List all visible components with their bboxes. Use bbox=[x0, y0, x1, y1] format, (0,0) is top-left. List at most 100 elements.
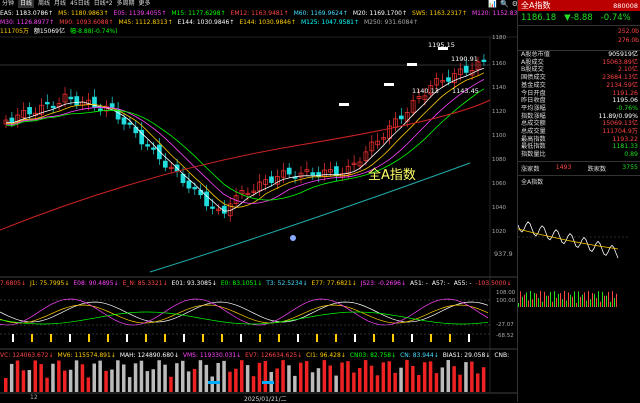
stat-row: 总成交额 15069.13亿 bbox=[518, 120, 640, 128]
intraday-volume-bar bbox=[586, 300, 587, 307]
volume-bar bbox=[110, 369, 114, 392]
vol-value-3: VMS: 119330.031↓ bbox=[182, 352, 242, 359]
volume-bar bbox=[458, 374, 462, 392]
mini-axis-top: 252.0b bbox=[618, 28, 639, 35]
kdj-value-4: E01: 93.3085↓ bbox=[171, 280, 217, 287]
volume-bar bbox=[334, 375, 338, 392]
ma30-line bbox=[5, 88, 485, 201]
chart-icon[interactable]: 📊 bbox=[488, 0, 497, 8]
axis-1080: 1080 bbox=[492, 157, 506, 163]
volume-bar bbox=[304, 361, 309, 392]
intraday-volume-bar bbox=[548, 295, 549, 307]
intraday-volume-bar bbox=[616, 293, 617, 307]
stat-value: 15069.13亿 bbox=[602, 120, 638, 128]
kline-chart[interactable] bbox=[0, 0, 517, 402]
intraday-chart[interactable] bbox=[517, 187, 640, 327]
volume-bar bbox=[245, 365, 250, 392]
volume-bar bbox=[470, 361, 474, 392]
intraday-volume-bar bbox=[612, 290, 613, 307]
intraday-volume-bar bbox=[608, 291, 609, 307]
search-icon[interactable]: 🔍 bbox=[500, 0, 509, 8]
kdj-value-0: 7.6805↓ bbox=[0, 280, 27, 287]
volume-bar bbox=[222, 360, 226, 392]
stat-row: A股总市值 905919亿 bbox=[518, 51, 640, 59]
stat-row: 最高指数 1193.22 bbox=[518, 136, 640, 144]
intraday-volume-bar bbox=[524, 294, 525, 307]
candle-body bbox=[145, 144, 150, 147]
candle-body bbox=[127, 122, 133, 125]
tab-1[interactable]: 日线 bbox=[18, 0, 35, 8]
candle-body bbox=[27, 107, 32, 115]
price-label-3: 1143.45 bbox=[452, 87, 479, 95]
kdj-signal-bar bbox=[316, 334, 318, 342]
volume-bar bbox=[316, 368, 321, 392]
volume-bar bbox=[98, 360, 102, 392]
intraday-volume-bar bbox=[600, 301, 601, 307]
volume-bar bbox=[198, 360, 203, 392]
candle-body bbox=[457, 68, 463, 75]
intraday-volume-bar bbox=[574, 291, 575, 307]
candle-body bbox=[475, 61, 481, 71]
volume-bar bbox=[133, 363, 138, 392]
candle-body bbox=[210, 206, 215, 209]
vol-mark bbox=[262, 381, 274, 384]
volume-bar bbox=[275, 368, 279, 392]
price-line: 1186.18 ▼-8.88 -0.74% bbox=[518, 11, 640, 25]
volume-bar bbox=[127, 377, 132, 392]
tab-3[interactable]: 月线 bbox=[54, 0, 67, 7]
ma120-line bbox=[0, 99, 491, 231]
stat-row: 昨日收盘 1195.06 bbox=[518, 97, 640, 105]
tab-7[interactable]: 更多 bbox=[138, 0, 151, 7]
axis-1140: 1140 bbox=[492, 85, 506, 91]
settings-icon[interactable]: ⚙ bbox=[511, 0, 518, 8]
x-tick-1: 12 bbox=[30, 394, 38, 401]
ma-value-1-0: M30: 1126.8977↑ bbox=[0, 19, 55, 26]
tab-2[interactable]: 周线 bbox=[38, 0, 51, 7]
intraday-volume-bar bbox=[526, 292, 527, 307]
volume-bar bbox=[234, 368, 238, 392]
ma-value-0-0: EA5: 1183.0786↑ bbox=[0, 10, 54, 17]
ma5-line bbox=[5, 67, 485, 212]
kdj-d-line bbox=[0, 304, 489, 324]
candle-body bbox=[121, 117, 127, 125]
volume-bar bbox=[15, 360, 20, 392]
candle-body bbox=[375, 140, 381, 146]
tab-4[interactable]: 45日线 bbox=[70, 0, 90, 7]
dec-label: 跌家数 bbox=[587, 165, 607, 173]
candle-body bbox=[452, 73, 457, 83]
tab-0[interactable]: 分钟 bbox=[2, 0, 15, 7]
tab-6[interactable]: 多周期 bbox=[116, 0, 135, 7]
stat-value: 23684.13亿 bbox=[602, 74, 638, 82]
candle-body bbox=[481, 59, 487, 62]
kdj-signal-bar bbox=[145, 334, 147, 342]
volume-bar bbox=[210, 376, 214, 392]
intraday-volume-bar bbox=[570, 294, 571, 307]
intraday-volume-bar bbox=[558, 293, 559, 307]
volume-bar bbox=[192, 368, 197, 392]
axis-1020: 1020 bbox=[492, 229, 506, 235]
stat-label: 指数涨幅 bbox=[521, 112, 546, 120]
ma-value-2-0: 111705万 bbox=[0, 28, 29, 35]
stat-label: 基金成交 bbox=[521, 81, 546, 89]
intraday-volume-bar bbox=[594, 293, 595, 307]
candle-body bbox=[328, 169, 333, 173]
intraday-volume-bar bbox=[536, 293, 537, 307]
toolbar-icons: 📊 🔍 ⚙ bbox=[488, 0, 518, 8]
volume-bar bbox=[358, 367, 362, 392]
signal-block bbox=[384, 83, 394, 86]
volume-bar bbox=[399, 367, 403, 392]
ma-value-0-7: SW5: 1163.2317↑ bbox=[412, 10, 467, 17]
intraday-volume-bar bbox=[556, 297, 557, 307]
volume-bar bbox=[446, 360, 450, 392]
volume-bar bbox=[51, 363, 55, 392]
ma-value-0-2: E05: 1139.4055↑ bbox=[113, 10, 167, 17]
volume-bar bbox=[74, 360, 79, 392]
signal-block bbox=[339, 103, 349, 106]
tab-5[interactable]: 日线*2 bbox=[93, 0, 113, 7]
intraday-volume-bar bbox=[596, 297, 597, 307]
stat-value: 905919亿 bbox=[608, 51, 638, 58]
intraday-volume-bar bbox=[610, 301, 611, 307]
kdj-value-11: A55: - bbox=[453, 280, 472, 287]
intraday-volume-bar bbox=[542, 301, 543, 307]
volume-bar bbox=[45, 377, 49, 392]
